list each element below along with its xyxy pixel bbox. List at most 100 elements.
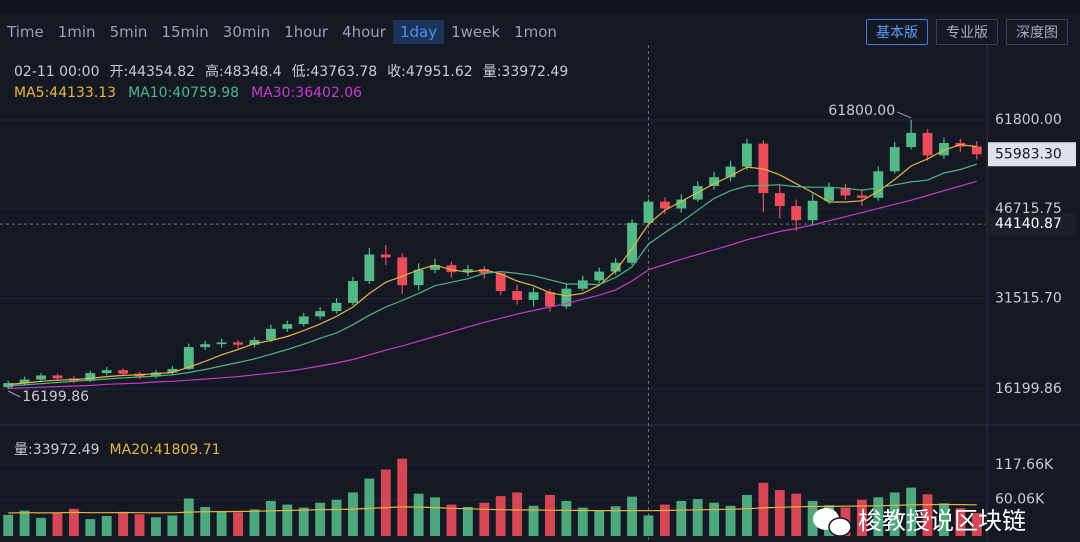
legend-name: MA10: [128, 85, 172, 101]
candle-body [676, 199, 687, 209]
ma-legend: MA5:44133.13 MA10:40759.98 MA30:36402.06 [14, 85, 362, 101]
volume-bar [233, 512, 243, 536]
candle-body [922, 132, 933, 156]
volume-bar [118, 511, 129, 536]
volume-bar [561, 500, 572, 536]
volume-bar [939, 503, 949, 536]
candle-body [183, 347, 194, 369]
volume-bar [807, 500, 818, 536]
info-label: 低: [292, 64, 311, 80]
volume-bar [265, 500, 276, 536]
volume-bar [610, 506, 621, 536]
view-button[interactable]: 深度图 [1006, 19, 1068, 45]
candle-body [364, 254, 375, 282]
volume-bar [3, 514, 14, 536]
volume-ma-value: 41809.71 [154, 442, 221, 458]
volume-bar [725, 505, 736, 536]
volume-bar [462, 506, 473, 536]
candle-body [101, 370, 112, 374]
volume-tick-label: 117.66K [995, 457, 1054, 473]
interval-tab[interactable]: 1mon [514, 23, 557, 41]
candle-body [19, 379, 30, 384]
volume-bar [495, 496, 506, 536]
candle-body [265, 328, 276, 341]
volume-bar [594, 510, 605, 536]
crosshair-price-label: 44140.87 [995, 216, 1062, 232]
volume-bar [298, 507, 309, 536]
volume-tick-label: 60.06K [995, 492, 1045, 508]
candle-body [627, 222, 637, 263]
candle-body [52, 375, 63, 379]
interval-tab[interactable]: 4hour [342, 23, 386, 41]
candle-body [594, 271, 605, 281]
volume-ma-name: MA20: [110, 442, 154, 458]
candle-body [495, 273, 506, 292]
candle-body [856, 195, 867, 198]
volume-bar [85, 519, 96, 536]
volume-ma-line [8, 503, 977, 514]
min-marker-line [7, 390, 21, 398]
volume-bar [709, 502, 720, 536]
volume-bar [791, 493, 802, 536]
volume-bar [282, 504, 293, 536]
volume-bar [151, 517, 161, 536]
volume-bar [692, 499, 703, 536]
candle-body [561, 288, 572, 307]
legend-value: 44133.13 [49, 85, 116, 101]
y-tick-label: 16199.86 [995, 381, 1062, 397]
top-strip [0, 0, 1080, 14]
crosshair-price-tag [988, 213, 1076, 236]
last-price-label: 55983.30 [995, 146, 1062, 162]
volume-bar [101, 516, 112, 536]
candle-body [889, 147, 900, 172]
y-tick-label: 46715.75 [995, 201, 1062, 217]
interval-tab[interactable]: Time [7, 23, 44, 41]
volume-bar [643, 515, 654, 536]
watermark: 梭教授说区块链 [858, 507, 1026, 535]
candle-body [479, 269, 490, 274]
interval-tab[interactable]: 15min [161, 23, 209, 41]
volume-bar [659, 504, 670, 536]
view-button[interactable]: 专业版 [936, 19, 998, 45]
interval-tab[interactable]: 1week [451, 23, 501, 41]
volume-bar [774, 490, 785, 536]
volume-bar [545, 494, 555, 536]
volume-bar [134, 514, 145, 536]
volume-bar [889, 492, 900, 536]
volume-bar [922, 494, 933, 536]
y-tick-label: 31515.70 [995, 291, 1062, 307]
info-value: 44354.82 [128, 64, 195, 80]
candle-body [348, 281, 358, 303]
interval-tab[interactable]: 1day [392, 20, 445, 44]
volume-bar [856, 499, 867, 536]
candle-body [315, 311, 326, 317]
interval-tab[interactable]: 30min [222, 23, 271, 41]
candle-body [167, 368, 178, 373]
interval-tab[interactable]: 1hour [284, 23, 329, 41]
candle-body [840, 187, 851, 196]
volume-bar [430, 497, 440, 536]
interval-tab[interactable]: 1min [57, 23, 96, 41]
candle-body [282, 324, 293, 329]
candle-body [249, 340, 260, 345]
info-label: 开: [109, 64, 128, 80]
view-buttons: 基本版 专业版 深度图 [866, 19, 1068, 45]
ma-line [8, 144, 977, 385]
volume-bar [200, 506, 211, 536]
legend-name: MA30: [251, 85, 295, 101]
candle-body [36, 375, 46, 380]
volume-bar [577, 507, 588, 536]
ma-line [8, 180, 977, 389]
candle-body [512, 291, 523, 300]
watermark-icon [813, 508, 852, 537]
ma-line [8, 163, 977, 387]
volume-bar [873, 497, 884, 536]
volume-bar [216, 511, 227, 536]
interval-tab[interactable]: 5min [109, 23, 148, 41]
volume-bar [36, 517, 46, 536]
volume-bar [249, 509, 260, 536]
volume-bar [446, 504, 457, 536]
view-button[interactable]: 基本版 [866, 19, 928, 45]
min-marker-label: 16199.86 [22, 389, 89, 405]
